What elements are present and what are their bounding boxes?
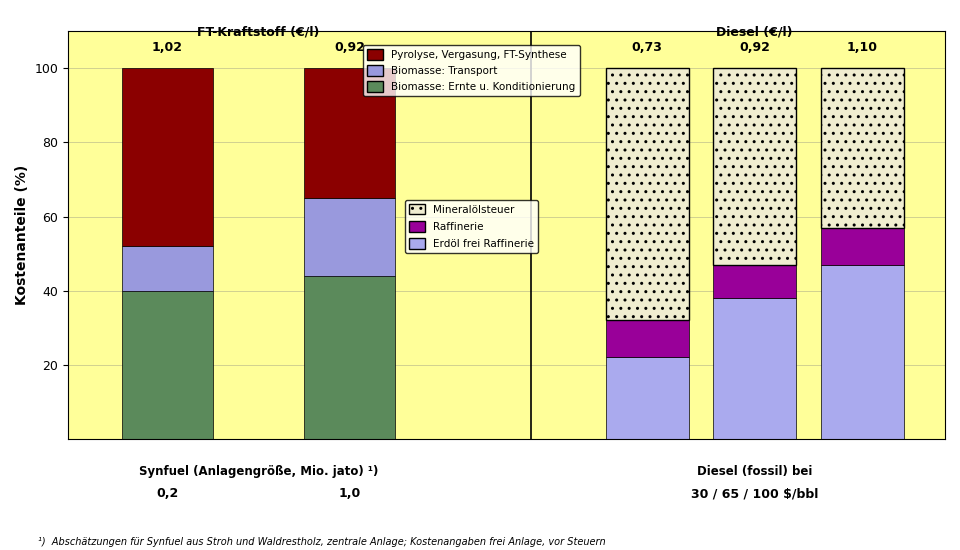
Text: 1,10: 1,10	[847, 41, 877, 53]
Bar	[821, 228, 903, 265]
Bar	[713, 68, 796, 265]
Bar	[713, 265, 796, 298]
Bar	[304, 198, 395, 276]
Bar	[122, 68, 213, 246]
Text: FT-Kraftstoff (€/l): FT-Kraftstoff (€/l)	[197, 26, 320, 39]
Text: 0,2: 0,2	[156, 487, 179, 500]
Y-axis label: Kostenanteile (%): Kostenanteile (%)	[15, 165, 29, 305]
Bar	[606, 358, 688, 439]
Legend: Mineralölsteuer, Raffinerie, Erdöl frei Raffinerie: Mineralölsteuer, Raffinerie, Erdöl frei …	[405, 200, 539, 253]
Bar	[304, 68, 395, 198]
Bar	[122, 291, 213, 439]
Text: Synfuel (Anlagengröße, Mio. jato) ¹): Synfuel (Anlagengröße, Mio. jato) ¹)	[139, 465, 378, 478]
Text: 1,0: 1,0	[338, 487, 361, 500]
Text: 1,02: 1,02	[152, 41, 183, 53]
Bar	[304, 276, 395, 439]
Text: 0,73: 0,73	[632, 41, 662, 53]
Bar	[821, 68, 903, 228]
Bar	[122, 246, 213, 291]
Bar	[821, 265, 903, 439]
Text: 0,92: 0,92	[334, 41, 365, 53]
Text: Diesel (fossil) bei: Diesel (fossil) bei	[697, 465, 812, 478]
Text: Diesel (€/l): Diesel (€/l)	[716, 26, 793, 39]
Bar	[606, 68, 688, 320]
Text: ¹)  Abschätzungen für Synfuel aus Stroh und Waldrestholz, zentrale Anlage; Koste: ¹) Abschätzungen für Synfuel aus Stroh u…	[38, 537, 606, 547]
Bar	[713, 298, 796, 439]
Bar	[606, 320, 688, 358]
Text: 0,92: 0,92	[739, 41, 770, 53]
Text: 30 / 65 / 100 $/bbl: 30 / 65 / 100 $/bbl	[691, 487, 819, 500]
